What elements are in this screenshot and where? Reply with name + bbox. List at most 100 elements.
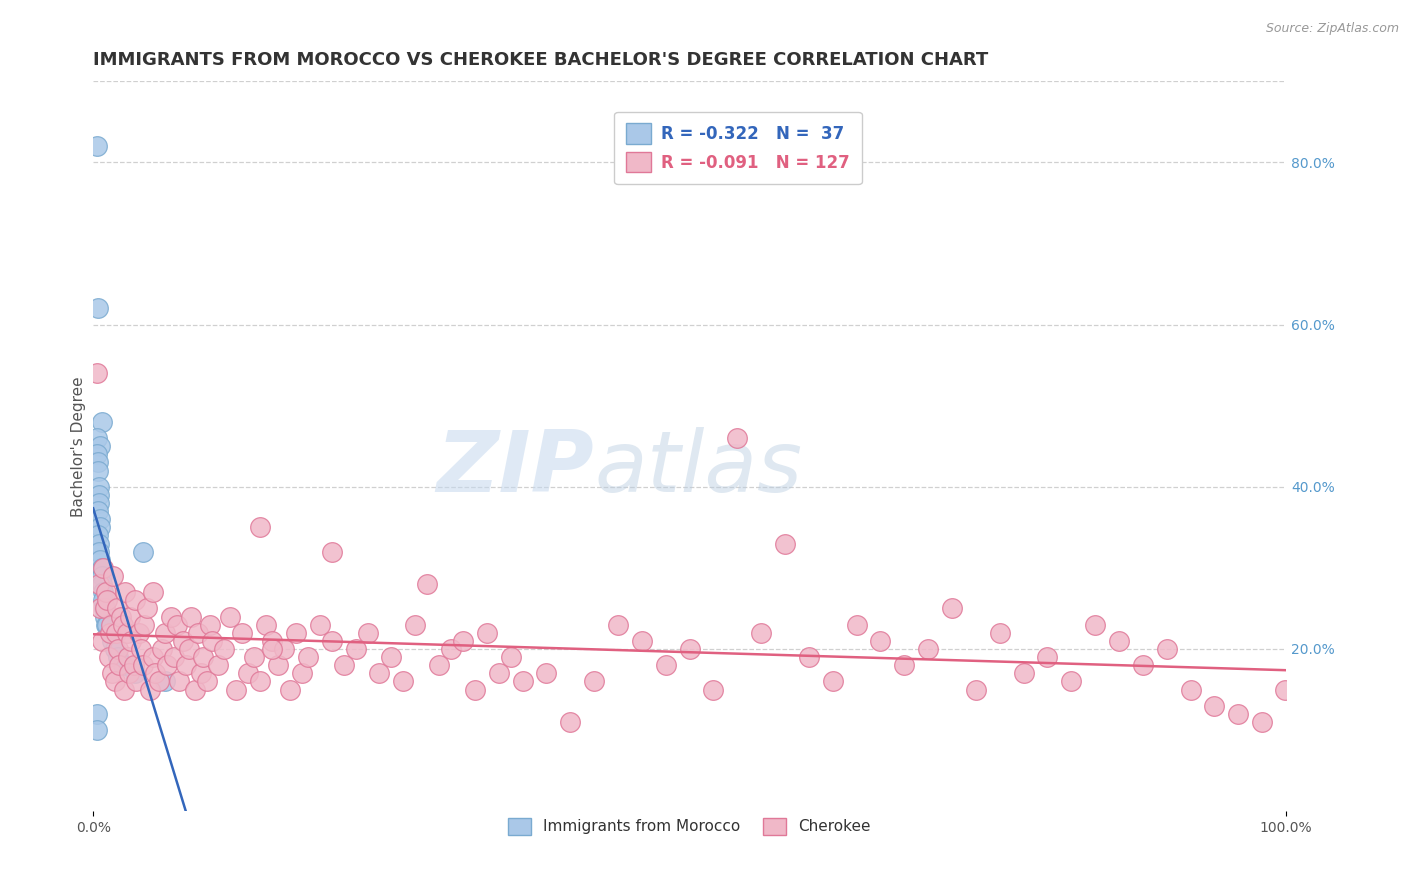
Point — [267, 658, 290, 673]
Point — [118, 666, 141, 681]
Y-axis label: Bachelor's Degree: Bachelor's Degree — [72, 376, 86, 516]
Point — [917, 642, 939, 657]
Point — [1108, 633, 1130, 648]
Point — [845, 617, 868, 632]
Point — [243, 650, 266, 665]
Point — [965, 682, 987, 697]
Point — [124, 666, 146, 681]
Point — [416, 577, 439, 591]
Point — [153, 674, 176, 689]
Point — [773, 536, 796, 550]
Point — [89, 544, 111, 558]
Point — [249, 520, 271, 534]
Point — [488, 666, 510, 681]
Point — [135, 601, 157, 615]
Point — [332, 658, 354, 673]
Legend: Immigrants from Morocco, Cherokee: Immigrants from Morocco, Cherokee — [499, 809, 880, 844]
Point — [291, 666, 314, 681]
Point — [114, 585, 136, 599]
Point — [1156, 642, 1178, 657]
Point — [1180, 682, 1202, 697]
Point — [988, 625, 1011, 640]
Point — [107, 642, 129, 657]
Point — [195, 674, 218, 689]
Point — [148, 674, 170, 689]
Point — [142, 585, 165, 599]
Point — [499, 650, 522, 665]
Point — [87, 528, 110, 542]
Point — [321, 544, 343, 558]
Point — [86, 366, 108, 380]
Point — [941, 601, 963, 615]
Point — [90, 633, 112, 648]
Point — [117, 650, 139, 665]
Point — [96, 585, 118, 599]
Point — [225, 682, 247, 697]
Point — [464, 682, 486, 697]
Point — [392, 674, 415, 689]
Point — [150, 642, 173, 657]
Point — [153, 625, 176, 640]
Point — [201, 633, 224, 648]
Point — [607, 617, 630, 632]
Point — [631, 633, 654, 648]
Point — [93, 601, 115, 615]
Point — [404, 617, 426, 632]
Point — [177, 642, 200, 657]
Point — [89, 520, 111, 534]
Point — [87, 455, 110, 469]
Point — [536, 666, 558, 681]
Point — [89, 496, 111, 510]
Point — [166, 617, 188, 632]
Point — [120, 633, 142, 648]
Text: Source: ZipAtlas.com: Source: ZipAtlas.com — [1265, 22, 1399, 36]
Point — [96, 593, 118, 607]
Point — [678, 642, 700, 657]
Point — [100, 617, 122, 632]
Point — [98, 625, 121, 640]
Point — [249, 674, 271, 689]
Point — [111, 658, 134, 673]
Point — [91, 561, 114, 575]
Point — [91, 585, 114, 599]
Point — [86, 431, 108, 445]
Point — [702, 682, 724, 697]
Point — [262, 642, 284, 657]
Point — [297, 650, 319, 665]
Point — [89, 480, 111, 494]
Point — [87, 464, 110, 478]
Point — [583, 674, 606, 689]
Point — [167, 674, 190, 689]
Point — [238, 666, 260, 681]
Point — [128, 625, 150, 640]
Point — [132, 658, 155, 673]
Point — [797, 650, 820, 665]
Point — [104, 625, 127, 640]
Point — [163, 650, 186, 665]
Point — [86, 447, 108, 461]
Point — [129, 642, 152, 657]
Point — [89, 553, 111, 567]
Point — [191, 650, 214, 665]
Point — [207, 658, 229, 673]
Point — [98, 625, 121, 640]
Point — [187, 625, 209, 640]
Point — [172, 633, 194, 648]
Point — [725, 431, 748, 445]
Point — [344, 642, 367, 657]
Point — [115, 625, 138, 640]
Point — [96, 617, 118, 632]
Point — [1227, 706, 1250, 721]
Point — [1204, 698, 1226, 713]
Point — [254, 617, 277, 632]
Point — [103, 569, 125, 583]
Point — [655, 658, 678, 673]
Point — [893, 658, 915, 673]
Point — [183, 682, 205, 697]
Point — [89, 488, 111, 502]
Point — [89, 512, 111, 526]
Point — [94, 601, 117, 615]
Point — [101, 633, 124, 648]
Point — [122, 658, 145, 673]
Point — [89, 577, 111, 591]
